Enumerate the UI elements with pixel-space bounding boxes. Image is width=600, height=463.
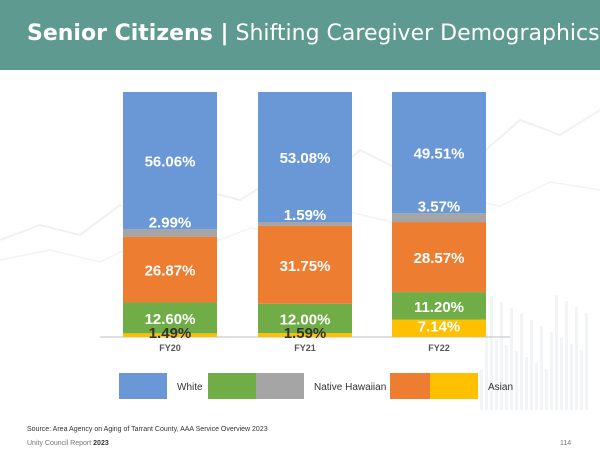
bar-asian-fy22: [392, 319, 486, 337]
bar-native-hawaiian-fy22: [392, 213, 486, 223]
page-number: 114: [560, 440, 572, 447]
background-volume-bar: [585, 313, 588, 410]
data-label-native-hawaiian-fy22: 3.57%: [418, 198, 461, 215]
background-volume-bar: [535, 363, 538, 410]
data-label-asian-fy21: 1.59%: [284, 325, 327, 342]
background-volume-bar: [575, 307, 578, 410]
legend-label-native-hawaiian: Native Hawaiian: [314, 382, 386, 393]
background-volume-bar: [490, 296, 493, 410]
background-volume-bar: [505, 345, 508, 410]
bar-asian-fy21: [258, 333, 352, 337]
bar-hispanic-fy22: [392, 292, 486, 320]
page-title: Senior Citizens | Shifting Caregiver Dem…: [27, 21, 600, 46]
data-label-white-fy20: 56.06%: [145, 154, 196, 171]
x-tick-label-fy20: FY20: [159, 343, 181, 353]
background-volume-bar: [555, 295, 558, 410]
bar-black-fy21: [258, 225, 352, 304]
bar-white-fy22: [392, 92, 486, 214]
footer-report-year: 2023: [93, 440, 109, 447]
background-volume-bar: [480, 370, 483, 410]
data-label-white-fy21: 53.08%: [280, 150, 331, 167]
legend-label-asian: Asian: [488, 382, 513, 393]
legend-swatch-hispanic: [208, 373, 256, 399]
bar-hispanic-fy21: [258, 303, 352, 334]
background-volume-bar: [515, 351, 518, 410]
data-label-asian-fy22: 7.14%: [418, 318, 461, 335]
title-light: Shifting Caregiver Demographics: [235, 21, 600, 46]
data-label-native-hawaiian-fy21: 1.59%: [284, 207, 327, 224]
legend-label-white: White: [177, 382, 203, 393]
bars-group: [100, 92, 510, 338]
data-label-black-fy21: 31.75%: [280, 258, 331, 275]
background-volume-bar: [485, 333, 488, 410]
data-labels-group: 1.49%12.60%26.87%2.99%56.06%1.59%12.00%3…: [145, 146, 465, 343]
background-volume-bar: [550, 332, 553, 410]
bar-asian-fy20: [123, 333, 217, 337]
stacked-bar-chart: 1.49%12.60%26.87%2.99%56.06%1.59%12.00%3…: [0, 92, 600, 410]
source-note: Source: Area Agency on Aging of Tarrant …: [27, 426, 268, 433]
legend-swatch-native-hawaiian: [256, 373, 304, 399]
background-volume-bar: [510, 308, 513, 410]
data-label-white-fy22: 49.51%: [414, 146, 465, 163]
footer-report: Unity Council Report 2023: [27, 440, 109, 447]
data-label-hispanic-fy21: 12.00%: [280, 311, 331, 328]
background-volume-bar: [520, 314, 523, 410]
bar-native-hawaiian-fy20: [123, 229, 217, 237]
legend-swatch-asian: [430, 373, 478, 399]
legend: WhiteHispanicNative HawaiianBlackAsian: [119, 373, 513, 399]
background-volume-bar: [565, 301, 568, 410]
background-volume-bar: [500, 302, 503, 410]
bar-white-fy21: [258, 92, 352, 223]
bar-black-fy22: [392, 222, 486, 293]
background-volume-bar: [545, 369, 548, 410]
data-label-asian-fy20: 1.49%: [149, 325, 192, 342]
legend-swatch-white: [119, 373, 167, 399]
background-volume-bar: [530, 320, 533, 410]
footer-report-name: Unity Council Report: [27, 440, 92, 447]
data-label-hispanic-fy22: 11.20%: [414, 299, 464, 316]
bar-native-hawaiian-fy21: [258, 222, 352, 226]
bar-white-fy20: [123, 92, 217, 230]
background-volume-bar: [540, 326, 543, 410]
bar-hispanic-fy20: [123, 302, 217, 334]
data-label-black-fy20: 26.87%: [145, 263, 196, 280]
background-volume-bar: [560, 338, 563, 410]
x-axis-labels: FY20 FY21 FY22: [159, 343, 450, 353]
data-label-native-hawaiian-fy20: 2.99%: [149, 214, 192, 231]
background-volume-bar: [495, 339, 498, 410]
header-banner: Senior Citizens | Shifting Caregiver Dem…: [0, 0, 600, 70]
background-volume-bar: [570, 344, 573, 410]
background-volume-bar: [525, 357, 528, 410]
bar-black-fy20: [123, 236, 217, 303]
title-bold: Senior Citizens |: [27, 21, 229, 46]
x-tick-label-fy22: FY22: [428, 343, 450, 353]
data-label-black-fy22: 28.57%: [414, 250, 465, 267]
x-tick-label-fy21: FY21: [294, 343, 316, 353]
background-volume-bar: [580, 350, 583, 410]
data-label-hispanic-fy20: 12.60%: [145, 311, 196, 328]
